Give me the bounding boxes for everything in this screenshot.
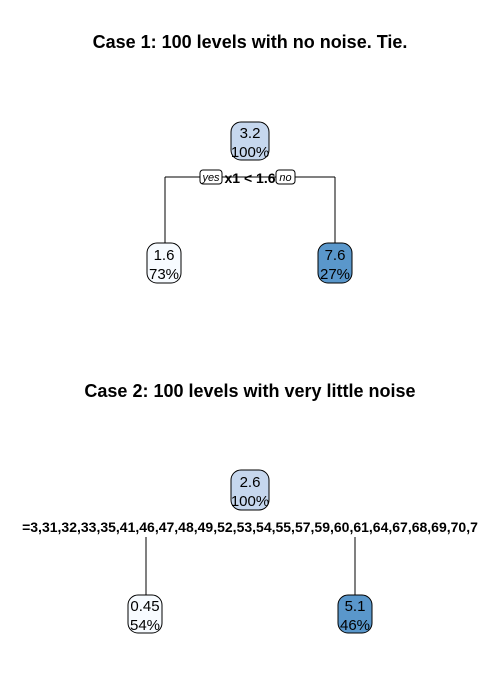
case1-left-node: 1.6 73% — [146, 242, 182, 284]
case2-root-percent: 100% — [231, 493, 269, 510]
case1-yes-label: yes — [201, 172, 220, 184]
case2-left-value: 0.45 — [130, 598, 159, 615]
case2-left-box — [127, 594, 163, 634]
case1-yes-tag: yes — [199, 169, 223, 185]
case1-no-box — [275, 169, 296, 185]
case1-right-node: 7.6 27% — [317, 242, 353, 284]
case2-right-box — [337, 594, 373, 634]
case1-right-percent: 27% — [320, 266, 350, 283]
case2-root-node: 2.6 100% — [230, 469, 270, 511]
case1-yes-box — [199, 169, 223, 185]
case1-no-tag: no — [275, 169, 296, 185]
case1-split-label: x1 < 1.6 — [225, 170, 276, 186]
case1-left-value: 1.6 — [154, 247, 175, 264]
case2-title: Case 2: 100 levels with very little nois… — [84, 381, 415, 401]
case1-root-box — [230, 121, 270, 161]
case1-no-label: no — [279, 172, 291, 184]
case1-right-value: 7.6 — [325, 247, 346, 264]
case2-right-node: 5.1 46% — [337, 594, 373, 634]
case2-root-value: 2.6 — [240, 474, 261, 491]
case1-right-box — [317, 242, 353, 284]
case2-right-value: 5.1 — [345, 598, 366, 615]
case1-root-percent: 100% — [231, 144, 269, 161]
case1-title: Case 1: 100 levels with no noise. Tie. — [93, 32, 408, 52]
case1-left-percent: 73% — [149, 266, 179, 283]
case1-root-value: 3.2 — [240, 125, 261, 142]
case2-root-box — [230, 469, 270, 511]
case2-right-percent: 46% — [340, 617, 370, 634]
case2-left-node: 0.45 54% — [127, 594, 163, 634]
case2-split-label: =3,31,32,33,35,41,46,47,48,49,52,53,54,5… — [22, 519, 478, 535]
case2-left-percent: 54% — [130, 617, 160, 634]
case1-root-node: 3.2 100% — [230, 121, 270, 161]
case1-left-box — [146, 242, 182, 284]
